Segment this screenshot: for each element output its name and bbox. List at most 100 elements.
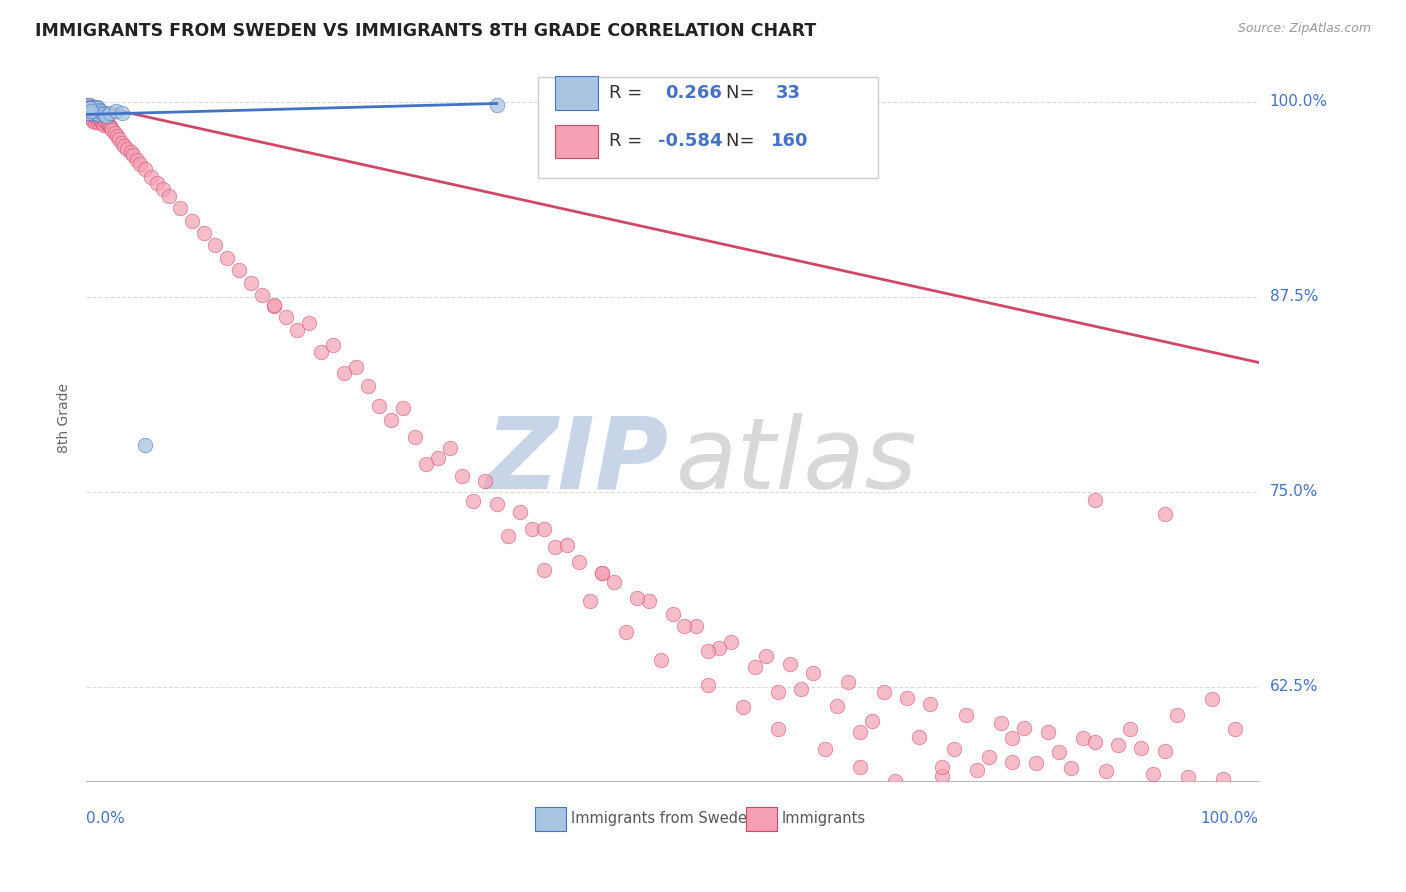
Point: [661, 607, 683, 621]
Point: [1177, 771, 1199, 785]
Text: Immigrants: Immigrants: [782, 812, 866, 827]
FancyBboxPatch shape: [555, 76, 598, 110]
Point: [498, 528, 520, 542]
Point: [91, 111, 114, 125]
Point: [544, 540, 567, 554]
Point: [1025, 756, 1047, 771]
Point: [80, 100, 103, 114]
Point: [568, 555, 591, 569]
Point: [93, 112, 115, 127]
Point: [1153, 744, 1175, 758]
Point: [274, 310, 297, 325]
Point: [77, 98, 100, 112]
Text: Source: ZipAtlas.com: Source: ZipAtlas.com: [1237, 22, 1371, 36]
Point: [1201, 692, 1223, 706]
Point: [837, 675, 859, 690]
Point: [520, 522, 543, 536]
Point: [112, 138, 135, 153]
Point: [920, 697, 942, 711]
Text: 62.5%: 62.5%: [1270, 680, 1319, 695]
Text: IMMIGRANTS FROM SWEDEN VS IMMIGRANTS 8TH GRADE CORRELATION CHART: IMMIGRANTS FROM SWEDEN VS IMMIGRANTS 8TH…: [35, 22, 817, 40]
Point: [86, 112, 108, 127]
Point: [76, 106, 98, 120]
Point: [415, 457, 437, 471]
Point: [90, 109, 112, 123]
Point: [849, 759, 872, 773]
Point: [87, 107, 110, 121]
Point: [380, 413, 402, 427]
Point: [86, 106, 108, 120]
Point: [228, 263, 250, 277]
Point: [533, 522, 555, 536]
Point: [98, 120, 121, 134]
Point: [120, 145, 142, 159]
FancyBboxPatch shape: [537, 77, 877, 178]
Point: [82, 101, 104, 115]
Point: [591, 566, 613, 580]
Point: [87, 115, 110, 129]
Point: [79, 104, 101, 119]
Point: [860, 714, 883, 729]
Point: [650, 653, 672, 667]
Point: [1012, 721, 1035, 735]
Text: 33: 33: [776, 84, 800, 102]
Point: [1001, 731, 1024, 746]
Point: [181, 213, 204, 227]
Point: [450, 469, 472, 483]
Point: [80, 104, 103, 119]
Point: [790, 681, 813, 696]
Point: [357, 379, 380, 393]
Point: [474, 474, 496, 488]
Point: [193, 226, 215, 240]
Point: [104, 104, 127, 119]
Text: R =: R =: [609, 133, 648, 151]
Point: [931, 759, 953, 773]
Point: [1001, 755, 1024, 769]
Point: [134, 438, 156, 452]
Point: [77, 103, 100, 117]
Point: [696, 644, 718, 658]
FancyBboxPatch shape: [536, 807, 565, 830]
Point: [990, 715, 1012, 730]
Point: [603, 575, 626, 590]
Point: [252, 288, 274, 302]
Point: [931, 769, 953, 783]
Point: [392, 401, 415, 415]
Point: [89, 113, 111, 128]
Point: [146, 176, 169, 190]
Point: [685, 619, 707, 633]
Point: [84, 107, 107, 121]
Point: [157, 188, 180, 202]
Point: [263, 299, 285, 313]
Point: [82, 104, 104, 119]
Point: [1212, 772, 1234, 786]
Point: [673, 619, 696, 633]
Point: [79, 100, 101, 114]
Point: [427, 450, 450, 465]
Point: [93, 119, 115, 133]
Point: [82, 112, 104, 127]
Point: [76, 98, 98, 112]
Point: [1225, 722, 1247, 736]
Point: [239, 276, 262, 290]
Text: 100.0%: 100.0%: [1270, 95, 1327, 110]
Point: [1118, 722, 1140, 736]
Y-axis label: 8th Grade: 8th Grade: [58, 383, 72, 453]
Point: [76, 100, 98, 114]
Point: [368, 399, 391, 413]
Point: [825, 698, 848, 713]
Point: [217, 251, 239, 265]
Point: [1130, 740, 1153, 755]
Point: [83, 109, 105, 123]
Point: [94, 113, 117, 128]
Point: [896, 690, 918, 705]
Text: N=: N=: [727, 84, 766, 102]
Point: [83, 106, 105, 120]
Text: 87.5%: 87.5%: [1270, 289, 1317, 304]
Point: [1047, 746, 1070, 760]
Point: [485, 497, 508, 511]
Point: [801, 665, 824, 680]
Point: [1107, 738, 1129, 752]
Point: [90, 115, 112, 129]
Point: [82, 106, 104, 120]
